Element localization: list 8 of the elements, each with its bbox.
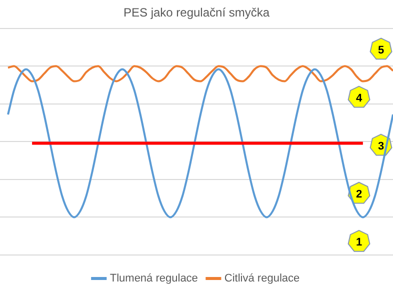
annotation: 4 (356, 92, 363, 104)
annotation: 3 (378, 140, 384, 152)
annotation: 2 (356, 188, 362, 200)
text: 1 (356, 236, 362, 248)
legend-label: Citlivá regulace (224, 272, 300, 285)
text: 5 (378, 44, 384, 56)
chart-title: PES jako regulační smyčka (123, 6, 270, 20)
legend-label: Tlumená regulace (110, 272, 198, 285)
